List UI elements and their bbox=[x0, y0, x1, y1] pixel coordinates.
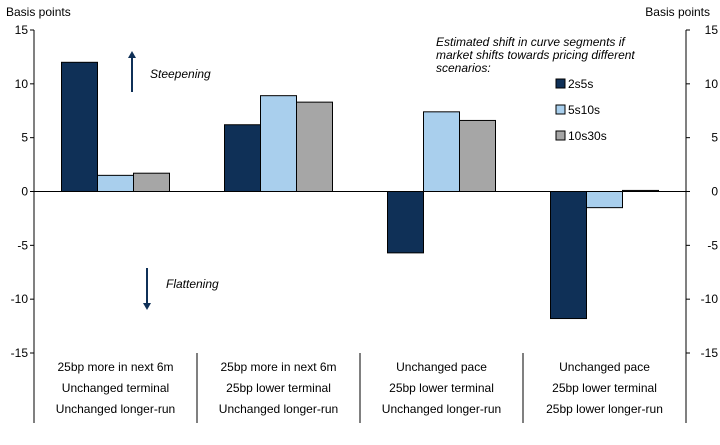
legend-label-2s5s: 2s5s bbox=[568, 77, 593, 91]
category-label: Unchanged longer-run bbox=[56, 402, 175, 416]
bar-2s5s bbox=[61, 61, 98, 192]
category-label: 25bp lower terminal bbox=[226, 381, 331, 395]
y-tick-label-right: -10 bbox=[701, 292, 719, 306]
legend-swatch-2s5s bbox=[555, 78, 566, 89]
y-tick-label-right: 0 bbox=[711, 185, 718, 199]
category-label: Unchanged longer-run bbox=[382, 402, 501, 416]
y-tick-label-right: 15 bbox=[705, 23, 719, 37]
legend-label-5s10s: 5s10s bbox=[568, 103, 600, 117]
legend-label-10s30s: 10s30s bbox=[568, 129, 607, 143]
bar-5s10s bbox=[260, 95, 297, 192]
legend-title-line: market shifts towards pricing different bbox=[436, 48, 635, 62]
y-axis-label-left: Basis points bbox=[6, 5, 71, 19]
bar-10s30s bbox=[296, 101, 333, 192]
bar-5s10s bbox=[97, 174, 134, 193]
y-tick-label-right: -15 bbox=[701, 346, 719, 360]
y-tick-label-left: 5 bbox=[21, 131, 28, 145]
flattening-arrow-head bbox=[143, 303, 151, 310]
bar-2s5s bbox=[550, 191, 587, 320]
bar-2s5s bbox=[387, 191, 424, 254]
category-label: Unchanged longer-run bbox=[219, 402, 338, 416]
legend-swatch-5s10s bbox=[555, 104, 566, 115]
category-label: Unchanged terminal bbox=[62, 381, 169, 395]
bar-10s30s bbox=[622, 189, 659, 193]
y-tick-label-left: -15 bbox=[11, 346, 29, 360]
bar-5s10s bbox=[423, 111, 460, 192]
y-tick-label-left: -5 bbox=[17, 238, 28, 252]
y-tick-label-left: 0 bbox=[21, 185, 28, 199]
annotations: Steepening Flattening bbox=[128, 51, 219, 310]
category-label: Unchanged pace bbox=[559, 360, 650, 374]
y-tick-label-right: 10 bbox=[705, 77, 719, 91]
legend-title-line: scenarios: bbox=[436, 61, 491, 75]
category-label: 25bp more in next 6m bbox=[57, 360, 173, 374]
steepening-arrow-head bbox=[128, 51, 136, 58]
bar-10s30s bbox=[459, 119, 496, 192]
category-labels: 25bp more in next 6m Unchanged terminal Un… bbox=[56, 360, 663, 416]
bars bbox=[61, 61, 659, 320]
category-label: 25bp lower longer-run bbox=[546, 402, 663, 416]
legend-title-line: Estimated shift in curve segments if bbox=[436, 35, 626, 49]
bar-10s30s bbox=[133, 172, 170, 193]
bar-2s5s bbox=[224, 124, 261, 192]
y-tick-label-right: 5 bbox=[711, 131, 718, 145]
category-label: 25bp lower terminal bbox=[389, 381, 494, 395]
category-label: 25bp more in next 6m bbox=[220, 360, 336, 374]
bar-5s10s bbox=[586, 191, 623, 209]
category-label: Unchanged pace bbox=[396, 360, 487, 374]
category-label: 25bp lower terminal bbox=[552, 381, 657, 395]
y-axis-label-right: Basis points bbox=[645, 5, 710, 19]
flattening-label: Flattening bbox=[166, 277, 219, 291]
y-tick-label-right: -5 bbox=[707, 238, 718, 252]
y-tick-label-left: 15 bbox=[15, 23, 29, 37]
steepening-label: Steepening bbox=[150, 67, 211, 81]
y-tick-label-left: -10 bbox=[11, 292, 29, 306]
legend-swatch-10s30s bbox=[555, 130, 566, 141]
legend: Estimated shift in curve segments ifmark… bbox=[436, 35, 635, 143]
y-tick-label-left: 10 bbox=[15, 77, 29, 91]
